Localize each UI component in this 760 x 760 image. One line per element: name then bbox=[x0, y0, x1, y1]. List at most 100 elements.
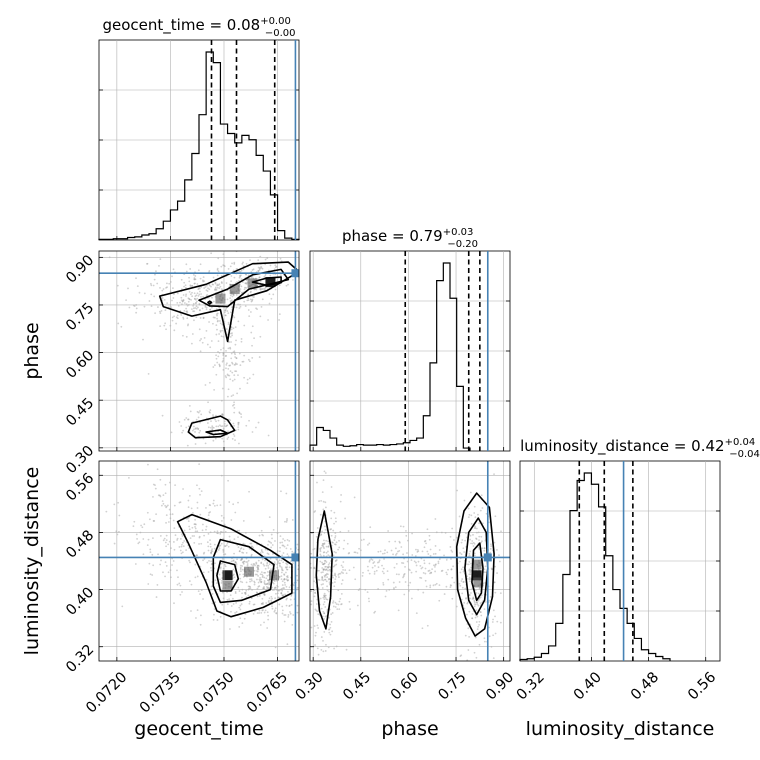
sample-point bbox=[483, 640, 486, 643]
sample-point bbox=[154, 484, 156, 487]
density-cell bbox=[473, 577, 484, 588]
sample-point bbox=[233, 401, 235, 404]
sample-point bbox=[175, 316, 178, 319]
sample-point bbox=[321, 577, 324, 580]
histogram-phase bbox=[309, 262, 471, 451]
sample-point bbox=[217, 419, 220, 422]
sample-point bbox=[406, 552, 408, 554]
sample-point bbox=[176, 569, 178, 572]
sample-point bbox=[256, 587, 259, 590]
sample-point bbox=[281, 612, 284, 615]
contour-level-3 bbox=[315, 510, 333, 630]
sample-point bbox=[135, 277, 137, 280]
density-cell bbox=[247, 278, 258, 289]
sample-point bbox=[397, 550, 399, 553]
sample-point bbox=[170, 431, 173, 434]
sample-point bbox=[230, 395, 233, 398]
sample-point bbox=[180, 296, 183, 299]
sample-point bbox=[354, 578, 357, 581]
sample-point bbox=[210, 552, 213, 555]
sample-point bbox=[474, 616, 477, 619]
sample-point bbox=[253, 563, 256, 566]
sample-point bbox=[192, 310, 195, 313]
sample-point bbox=[188, 494, 191, 497]
sample-point bbox=[202, 316, 205, 319]
sample-point bbox=[206, 561, 209, 564]
sample-point bbox=[202, 280, 205, 283]
sample-point bbox=[219, 504, 222, 506]
sample-point bbox=[382, 581, 385, 584]
sample-point bbox=[216, 361, 219, 364]
sample-point bbox=[285, 566, 288, 569]
sample-point bbox=[212, 502, 215, 505]
sample-point bbox=[404, 565, 406, 568]
sample-point bbox=[483, 571, 486, 574]
sample-point bbox=[197, 306, 199, 309]
sample-point bbox=[250, 542, 253, 545]
sample-point bbox=[297, 548, 299, 551]
sample-point bbox=[348, 569, 351, 572]
sample-point bbox=[262, 593, 265, 595]
sample-point bbox=[231, 332, 233, 335]
sample-point bbox=[238, 606, 241, 609]
sample-point bbox=[234, 611, 236, 614]
sample-point bbox=[252, 546, 254, 549]
sample-point bbox=[383, 552, 386, 555]
sample-point bbox=[162, 502, 165, 505]
sample-point bbox=[267, 582, 270, 585]
sample-point bbox=[193, 297, 196, 300]
sample-point bbox=[230, 299, 233, 302]
sample-point bbox=[250, 300, 253, 303]
sample-point bbox=[469, 538, 471, 541]
x-axis-label: geocent_time bbox=[134, 718, 263, 740]
sample-point bbox=[159, 258, 162, 261]
sample-point bbox=[255, 426, 257, 429]
sample-point bbox=[322, 568, 325, 571]
sample-point bbox=[239, 580, 242, 583]
sample-point bbox=[210, 566, 212, 569]
sample-point bbox=[221, 329, 224, 332]
sample-point bbox=[323, 539, 325, 542]
sample-point bbox=[465, 597, 468, 599]
sample-point bbox=[233, 403, 235, 406]
sample-point bbox=[324, 569, 327, 571]
sample-point bbox=[233, 261, 236, 264]
sample-point bbox=[440, 570, 443, 572]
sample-point bbox=[185, 295, 187, 297]
sample-point bbox=[173, 293, 175, 296]
sample-point bbox=[258, 269, 261, 271]
sample-point bbox=[235, 339, 237, 342]
sample-point bbox=[280, 578, 283, 581]
sample-point bbox=[185, 426, 188, 429]
sample-point bbox=[250, 563, 253, 566]
sample-point bbox=[345, 648, 348, 651]
sample-point bbox=[393, 587, 395, 589]
sample-point bbox=[434, 570, 437, 573]
sample-point bbox=[332, 576, 334, 579]
sample-point bbox=[199, 277, 202, 280]
sample-point bbox=[257, 585, 260, 588]
sample-point bbox=[152, 537, 154, 540]
sample-point bbox=[251, 588, 253, 591]
sample-point bbox=[152, 495, 154, 498]
sample-point bbox=[305, 575, 307, 577]
sample-point bbox=[237, 421, 240, 424]
sample-point bbox=[176, 539, 179, 541]
sample-point bbox=[242, 520, 245, 522]
sample-point bbox=[216, 328, 218, 331]
sample-point bbox=[239, 608, 242, 611]
sample-point bbox=[325, 561, 328, 563]
sample-point bbox=[235, 306, 238, 309]
sample-point bbox=[271, 597, 274, 600]
sample-point bbox=[274, 264, 277, 267]
sample-point bbox=[193, 319, 195, 322]
sample-point bbox=[168, 552, 171, 555]
sample-point bbox=[197, 427, 200, 430]
sample-point bbox=[159, 495, 162, 498]
sample-point bbox=[269, 264, 272, 267]
sample-point bbox=[164, 322, 167, 325]
sample-point bbox=[243, 560, 245, 563]
sample-point bbox=[247, 585, 250, 588]
sample-point bbox=[259, 335, 262, 338]
sample-point bbox=[369, 526, 372, 529]
